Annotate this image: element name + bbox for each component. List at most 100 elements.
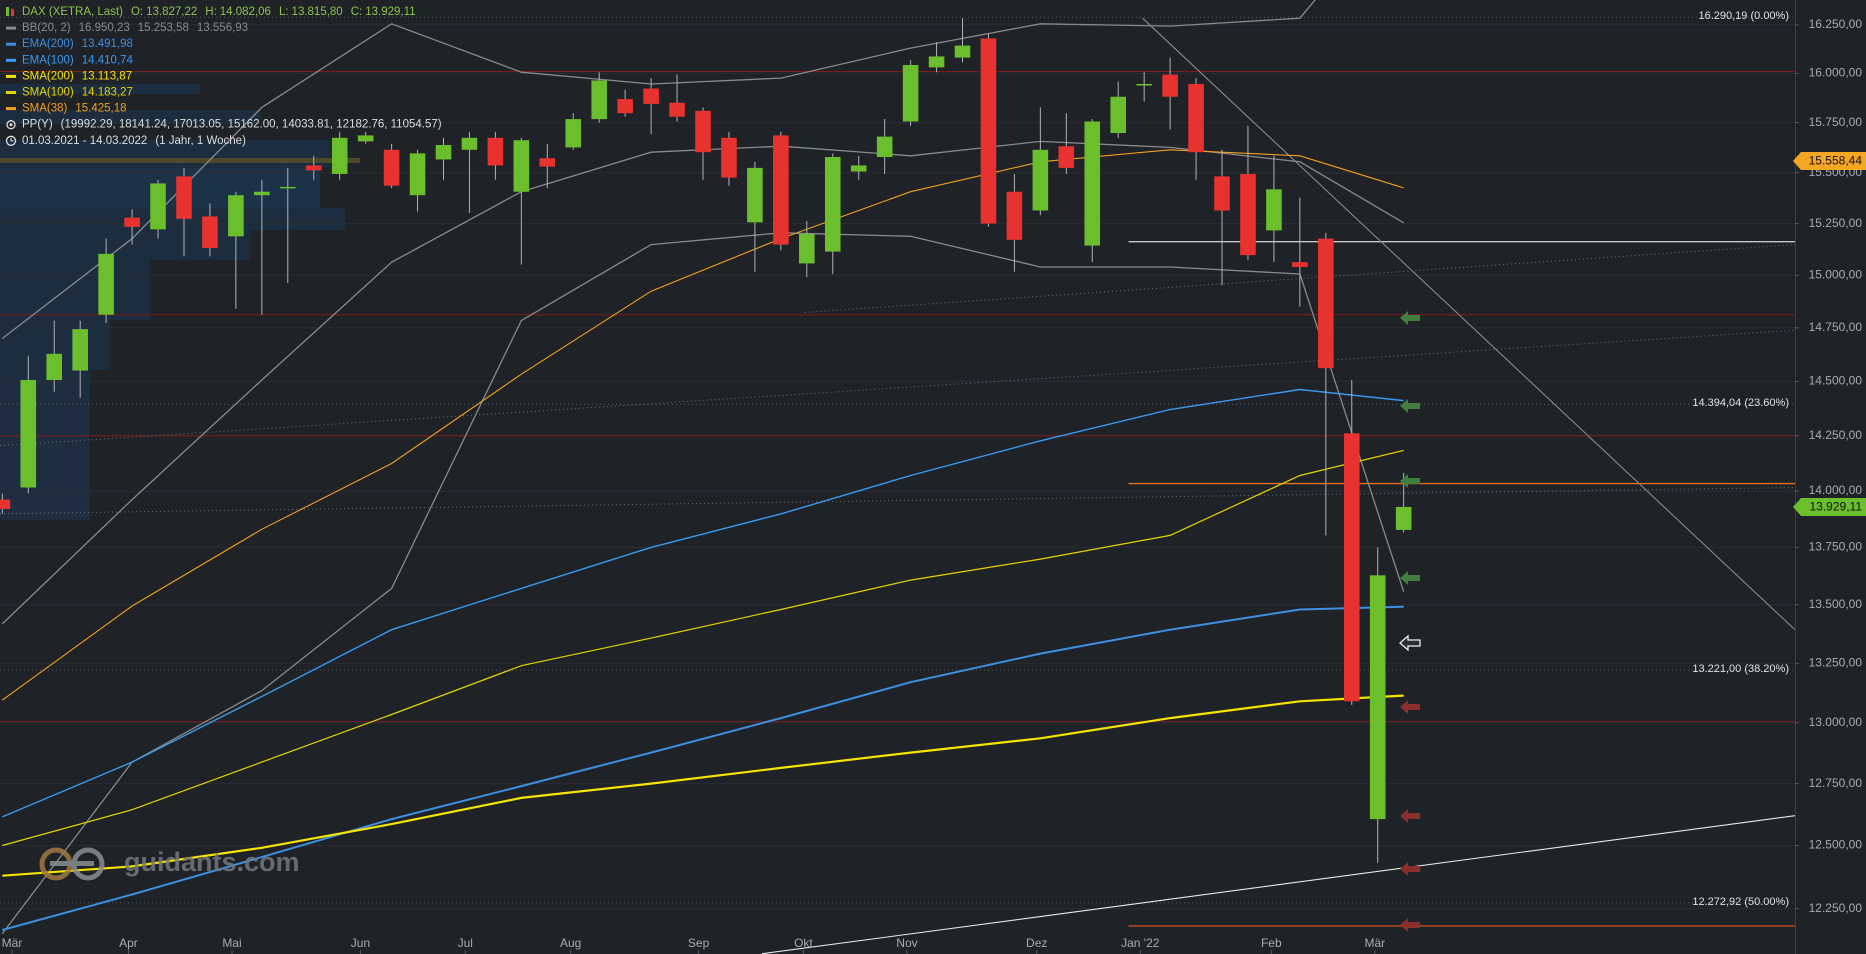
profile-bar <box>0 260 150 320</box>
y-tick-label: 14.000,00 <box>1809 483 1863 497</box>
legend-item: (1 Jahr, 1 Woche) <box>155 135 246 147</box>
legend-item: H: <box>205 6 217 18</box>
y-tick-label: 15.250,00 <box>1809 216 1863 230</box>
legend-text: DAX (XETRA, Last) O: 13.827,22 H: 14.082,06 L… <box>22 6 416 18</box>
legend-item: 15.425,18 <box>75 103 126 115</box>
arrow <box>1400 474 1420 488</box>
legend-text: SMA(38) 15.425,18 <box>22 103 127 115</box>
legend-item: DAX (XETRA, Last) <box>22 6 123 18</box>
x-tick-label: Nov <box>896 936 917 950</box>
price-marker <box>1793 497 1866 516</box>
candle-body <box>254 191 270 196</box>
candle-body <box>1343 433 1360 702</box>
profile-bar <box>0 110 260 124</box>
x-tick-label: Sep <box>688 936 710 950</box>
candle-body <box>876 136 893 158</box>
candle-body <box>305 165 322 171</box>
legend: DAX (XETRA, Last) O: 13.827,22 H: 14.082,06 L… <box>5 6 442 147</box>
legend-item: 14.082,06 <box>220 6 271 18</box>
x-tick-label: Mär <box>2 936 23 950</box>
y-tick-label: 12.500,00 <box>1809 838 1863 852</box>
y-tick-label: 15.000,00 <box>1809 267 1863 281</box>
legend-text: BB(20, 2) 16.950,23 15.253,58 13.556,93 <box>22 22 248 34</box>
fib-label: 14.394,04 (23.60%) <box>1692 397 1789 409</box>
y-tick-label: 12.750,00 <box>1809 776 1863 790</box>
fib-label: 13.221,00 (38.20%) <box>1692 663 1789 675</box>
candle-body <box>954 45 971 58</box>
arrow <box>1400 809 1420 823</box>
candle-body <box>1032 149 1049 211</box>
candle-body <box>150 183 166 230</box>
legend-icon <box>6 7 9 16</box>
indicator-line <box>2 605 1404 931</box>
candle-body <box>1110 96 1126 134</box>
x-tick-label: Apr <box>119 936 138 950</box>
plot-area <box>0 0 1795 954</box>
indicator-line <box>1 0 1316 340</box>
legend-item: 13.815,80 <box>292 6 343 18</box>
arrow <box>1400 571 1420 585</box>
y-tick-label: 13.250,00 <box>1809 655 1863 669</box>
legend-item: 13.929,11 <box>365 6 415 18</box>
arrow <box>1400 700 1420 714</box>
candle-body <box>20 380 37 488</box>
candle-body <box>331 137 348 174</box>
trend-line <box>761 815 1795 954</box>
candle-body <box>617 99 633 114</box>
candle-body <box>72 329 88 371</box>
signal-arrows <box>1399 311 1421 932</box>
candle-body <box>383 149 400 186</box>
y-tick-label: 14.250,00 <box>1809 428 1863 442</box>
axes: 16.250,0016.000,0015.750,0015.500,0015.2… <box>2 10 1866 954</box>
legend-item: 14.183,27 <box>82 87 133 99</box>
y-tick-label: 15.750,00 <box>1809 115 1863 129</box>
candle-body <box>1214 176 1230 211</box>
y-tick-label: 12.250,00 <box>1809 901 1863 915</box>
legend-item: (19992.29, 18141.24, 17013.05, 15162.00,… <box>61 119 442 131</box>
candle-body <box>1006 191 1023 240</box>
y-tick-label: 16.000,00 <box>1809 66 1863 80</box>
y-tick-label: 14.500,00 <box>1809 373 1863 387</box>
legend-text: SMA(200) 13.113,87 <box>22 70 132 82</box>
candle-body <box>850 165 867 172</box>
profile-bar <box>0 208 345 230</box>
profile-bar <box>0 140 330 168</box>
candle-body <box>799 233 815 264</box>
candle-body <box>539 158 556 167</box>
logo <box>50 861 94 866</box>
indicator-line <box>2 388 1404 818</box>
x-tick-label: Mär <box>1365 936 1386 950</box>
candle-body <box>695 110 711 153</box>
legend-item: L: <box>279 6 289 18</box>
candle-body <box>46 353 63 381</box>
legend-item: 15.253,58 <box>138 22 189 34</box>
legend-item: EMA(200) <box>22 38 74 50</box>
legend-item: PP(Y) <box>22 119 53 131</box>
candle-body <box>1136 83 1152 86</box>
price-marker <box>1793 151 1866 170</box>
candle-body <box>228 195 244 237</box>
candle-body <box>1318 238 1334 369</box>
legend-item: 13.113,87 <box>82 70 132 82</box>
legend-icon <box>6 120 16 130</box>
y-tick-label: 14.750,00 <box>1809 320 1863 334</box>
candle-body <box>928 56 945 68</box>
x-tick-label: Okt <box>794 936 813 950</box>
legend-icon <box>10 137 14 142</box>
volume-profile <box>0 84 360 520</box>
legend-text: 01.03.2021 - 14.03.2022 (1 Jahr, 1 Woche) <box>22 135 246 147</box>
legend-item: SMA(38) <box>22 103 68 115</box>
candle-body <box>669 102 685 117</box>
candle-body <box>461 137 478 150</box>
legend-icon <box>5 135 17 146</box>
profile-poc <box>0 158 360 163</box>
candle-body <box>0 499 11 510</box>
watermark: guidants.com <box>39 847 300 881</box>
legend-item: O: <box>131 6 143 18</box>
x-tick-label: Dez <box>1026 936 1047 950</box>
candle-body <box>773 135 789 245</box>
x-tick-label: Feb <box>1261 936 1282 950</box>
